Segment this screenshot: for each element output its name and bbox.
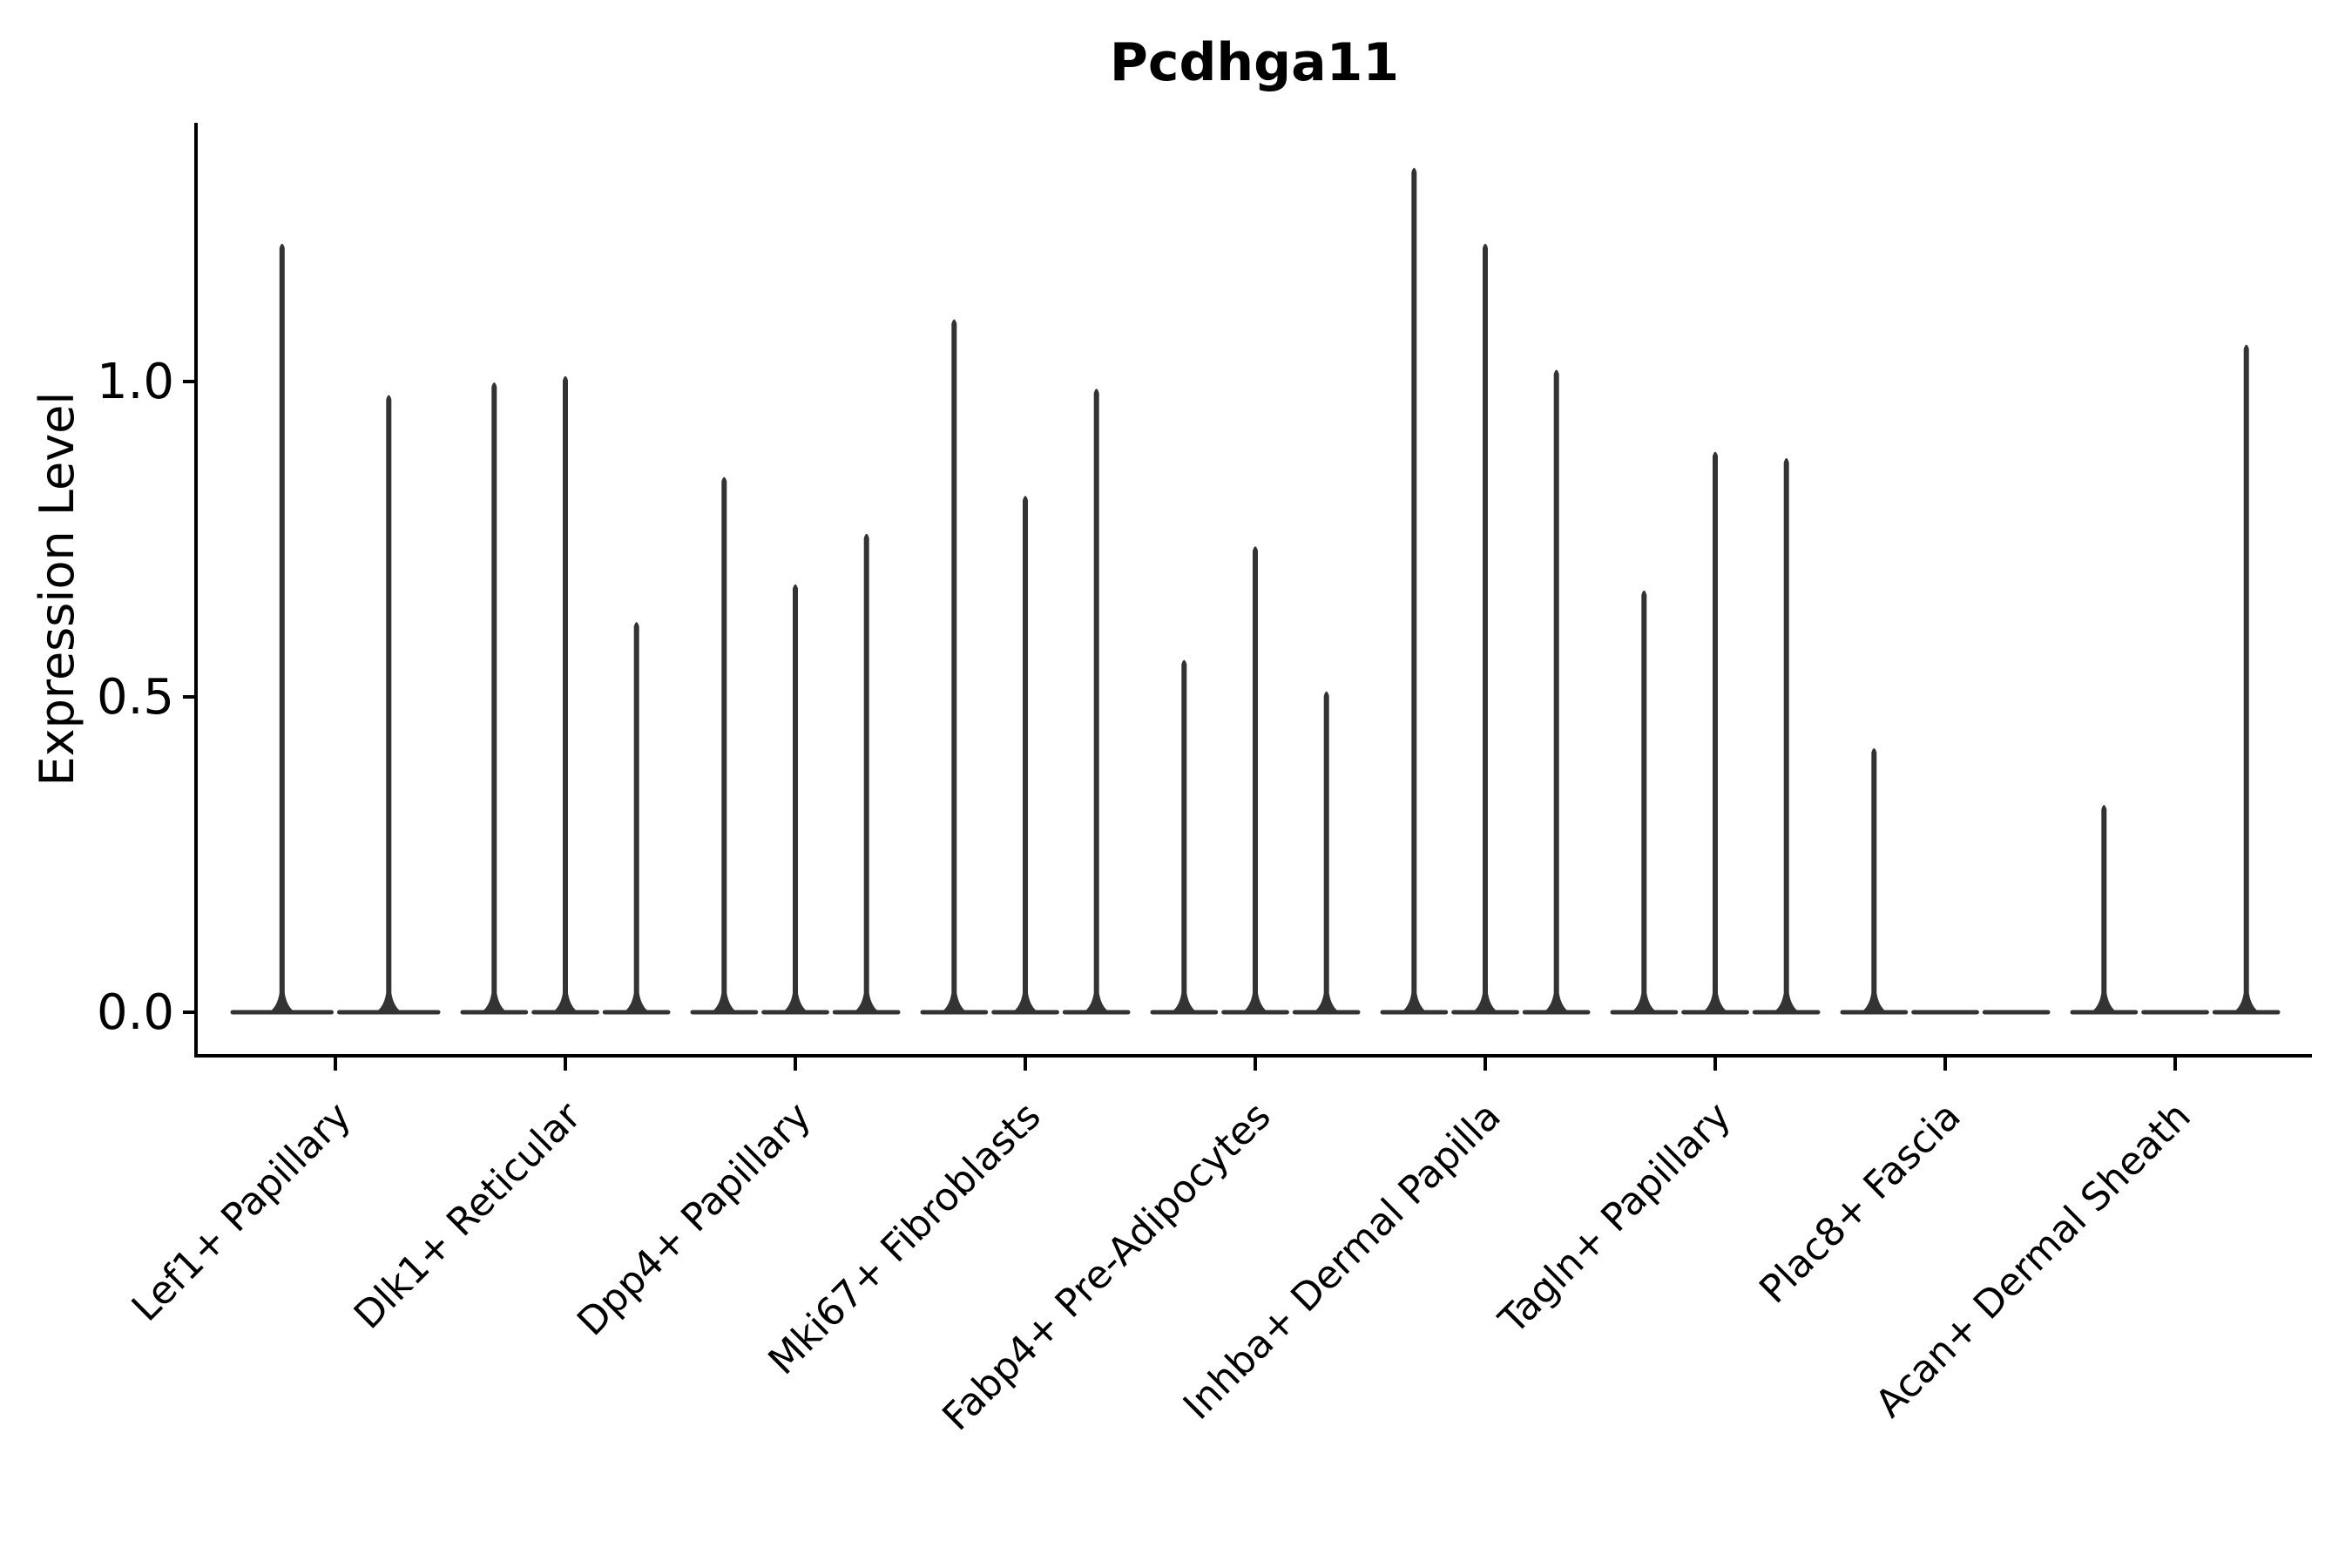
violin-spike-5-1	[1469, 243, 1502, 1014]
violin-spike-7-0	[1857, 747, 1891, 1014]
violin-spike-1-1	[549, 375, 582, 1014]
violin-spike-8-2	[2229, 344, 2263, 1015]
violin-spike-0-1	[372, 395, 406, 1014]
violin-spike-5-0	[1397, 167, 1431, 1015]
violin-spike-8-0	[2087, 805, 2121, 1014]
violin-spike-1-0	[477, 382, 511, 1014]
violins-group	[230, 167, 2281, 1015]
violin-base-7-2	[1982, 1010, 2051, 1015]
violin-spike-2-0	[707, 476, 741, 1014]
violin-spike-6-0	[1627, 590, 1661, 1014]
y-tick-label-0: 0.0	[97, 984, 174, 1041]
y-axis-label: Expression Level	[30, 392, 84, 787]
violin-spike-3-0	[937, 319, 971, 1015]
violin-spike-2-2	[849, 533, 883, 1014]
violin-spike-4-0	[1167, 659, 1201, 1014]
x-tick-label-7: Plac8+ Fascia	[1751, 1094, 1970, 1313]
chart-title: Pcdhga11	[1110, 32, 1399, 93]
violin-spike-6-1	[1699, 451, 1732, 1014]
x-tick-label-1: Dlk1+ Reticular	[346, 1093, 591, 1338]
violin-spike-5-2	[1539, 369, 1573, 1014]
y-ticks-group: 0.0 0.5 1.0	[97, 354, 194, 1041]
violin-spike-1-2	[619, 622, 653, 1014]
violin-spike-6-2	[1769, 457, 1803, 1014]
y-tick-label-1: 0.5	[97, 669, 174, 726]
x-tick-label-6: Tagln+ Papillary	[1490, 1094, 1740, 1343]
violin-spike-4-1	[1239, 546, 1272, 1014]
violin-spike-4-2	[1309, 691, 1343, 1014]
y-tick-label-2: 1.0	[97, 354, 174, 410]
violin-spike-2-1	[779, 584, 812, 1014]
x-tick-label-0: Lef1+ Papillary	[124, 1094, 360, 1330]
x-tick-label-2: Dpp4+ Papillary	[569, 1094, 820, 1345]
violin-base-7-1	[1911, 1010, 1979, 1015]
violin-spike-3-2	[1079, 389, 1113, 1014]
violin-spike-0-0	[265, 243, 299, 1014]
violin-spike-3-1	[1009, 496, 1042, 1014]
violin-base-8-1	[2141, 1010, 2209, 1015]
